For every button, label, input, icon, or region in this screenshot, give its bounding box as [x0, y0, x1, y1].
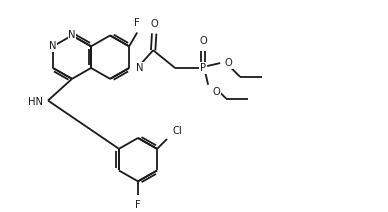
- Text: N: N: [49, 41, 57, 51]
- Text: N: N: [68, 31, 76, 40]
- Text: F: F: [135, 200, 141, 210]
- Text: Cl: Cl: [172, 126, 182, 136]
- Text: N: N: [136, 63, 144, 73]
- Text: P: P: [200, 63, 206, 73]
- Text: HN: HN: [28, 98, 43, 107]
- Text: O: O: [150, 19, 158, 29]
- Text: O: O: [199, 36, 207, 46]
- Text: F: F: [134, 18, 140, 28]
- Text: O: O: [224, 58, 232, 68]
- Text: O: O: [212, 87, 220, 97]
